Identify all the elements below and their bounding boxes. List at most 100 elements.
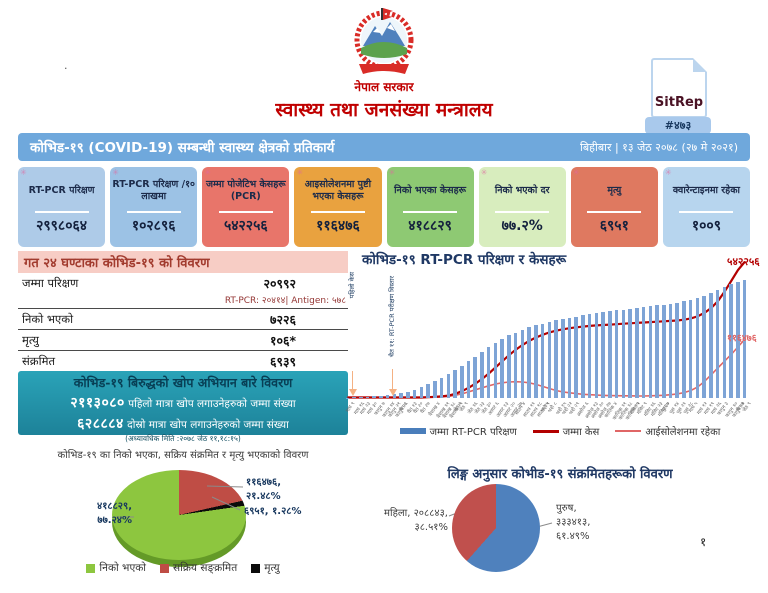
pie1-legend-item: निको भएको (86, 561, 146, 575)
first-dose-text: पहिलो मात्रा खोप लगाउनेहरुको जम्मा संख्य… (124, 398, 296, 410)
test-bar (608, 311, 612, 398)
legend-swatch-icon (86, 563, 96, 573)
line-swatch-icon (532, 429, 559, 433)
stat-card: ✳ RT-PCR परिक्षण /१० लाखमा १०२८९६ (110, 167, 198, 247)
test-bar (682, 301, 686, 398)
page-number: १ (700, 535, 707, 549)
flower-decor-icon: ✳ (20, 168, 27, 177)
legend-label: सक्रिय सङ्क्रमित (173, 562, 238, 574)
test-bar (594, 313, 599, 398)
test-bar (426, 384, 430, 398)
report-title-bar: कोभिड-१९ (COVID-19) सम्बन्धी स्वास्थ्य क… (18, 133, 750, 161)
stat-card: ✳ क्वारेन्टाइनमा रहेका १००९ (662, 167, 750, 247)
page-fold-icon (693, 58, 707, 72)
legend-item-tests: जम्मा RT-PCR परिक्षण (399, 424, 517, 438)
row-value: १०६* (269, 333, 296, 348)
test-bar (433, 381, 437, 398)
bar-chart-title: कोभिड-१९ RT-PCR परिक्षण र केसहरू (362, 252, 567, 268)
test-bar (581, 315, 585, 398)
row-value: ७२२६ (269, 312, 296, 327)
last24-header: गत २४ घण्टाका कोभिड-१९ को विवरण (18, 251, 348, 273)
test-bar (486, 347, 491, 398)
arrow-down-icon (349, 389, 357, 396)
pie1-label-active: ११६४७६, २१.४८% (246, 477, 281, 502)
legend-label: जम्मा केस (562, 427, 600, 438)
annotation-rtpcr-label: चैत ११: RT-PCR परीक्षण विस्तार (388, 276, 396, 358)
test-bar (392, 394, 397, 398)
table-row: जम्मा परिक्षण २०९९२ (18, 273, 348, 293)
bar-swatch-icon (399, 428, 426, 434)
row-subvalue: RT-PCR: २०४१४| Antigen: ५७८ (224, 296, 346, 306)
test-bar (554, 320, 558, 398)
first-dose-line: २११३०८० पहिलो मात्रा खोप लगाउनेहरुको जम्… (18, 393, 348, 412)
test-bar (560, 318, 565, 398)
annotation-first-case: पहिलो केस (346, 272, 360, 396)
card-separator (403, 211, 458, 213)
flower-decor-icon: ✳ (480, 168, 488, 177)
stat-card-value: १००९ (691, 218, 721, 234)
x-axis-ticks: माघ ९ माघ १६ माघ २३ माघ ३० फागुन ७ फागुन १४ फा… (344, 399, 753, 425)
isolation-end-label: ११६४७६ (727, 333, 757, 344)
test-bar (399, 393, 403, 398)
stat-card-value: ४१८८२९ (408, 218, 452, 234)
legend-item-isolation: आईसोलेशनमा रहेका (615, 424, 720, 438)
stat-cards-row: ✳ RT-PCR परिक्षण २९९८०६४ ✳ RT-PCR परिक्षण /१… (18, 167, 750, 247)
test-bar (520, 329, 525, 398)
test-bar (567, 317, 572, 398)
row-label: निको भएको (22, 312, 74, 326)
stat-card-label: जम्मा पोजेटिभ केसहरू (PCR) (206, 179, 286, 202)
stat-card-label: RT-PCR परिक्षण (28, 185, 95, 197)
ministry-title: स्वास्थ्य तथा जनसंख्या मन्त्रालय (275, 99, 493, 121)
test-bar (419, 387, 424, 398)
annotation-first-case-label: पहिलो केस (348, 272, 356, 299)
line-swatch-icon (615, 430, 642, 432)
card-separator (126, 211, 181, 213)
stat-card: ✳ निको भएको दर ७७.२% (478, 167, 566, 247)
bar-chart-legend: जम्मा RT-PCR परिक्षण जम्मा केस आईसोलेशनम… (360, 424, 760, 438)
card-separator (679, 211, 734, 213)
test-bar (439, 377, 444, 398)
last24-body: जम्मा परिक्षण २०९९२ RT-PCR: २०४१४| Antigen… (18, 273, 348, 386)
stat-card: ✳ निको भएका केसहरू ४१८८२९ (386, 167, 474, 247)
test-bar (540, 323, 545, 398)
vaccination-updated: (अध्यावधिक मिति :२०७८ जेठ ११,१८:१५) (125, 434, 241, 443)
pie1-chart (112, 470, 246, 560)
pie1-title: कोभिड-१९ का निको भएका, सक्रिय संक्रमित र… (57, 450, 309, 461)
chart-lines (347, 261, 746, 399)
government-label: नेपाल सरकार (354, 80, 414, 94)
test-bar (688, 300, 693, 398)
stat-card-label: आइसोलेशनमा पुष्टी भएका केसहरू (304, 179, 372, 202)
test-bar (722, 287, 727, 398)
second-dose-value: ६२८८८४ (77, 416, 124, 432)
stat-card: ✳ मृत्यु ६९५१ (570, 167, 658, 247)
stat-card-label: RT-PCR परिक्षण /१० लाखमा (112, 179, 195, 202)
test-bar (736, 282, 740, 398)
test-bar (587, 314, 592, 398)
row-value: २०९९२ (263, 276, 296, 291)
stat-card-value: १०२८९६ (131, 218, 176, 234)
test-bar (614, 310, 619, 398)
test-bar (534, 325, 538, 398)
flower-decor-icon: ✳ (204, 168, 211, 177)
test-bar (601, 312, 605, 398)
test-bar (459, 366, 464, 398)
row-value: ६९३९ (269, 354, 296, 369)
test-bar (527, 327, 531, 398)
row-label: जम्मा परिक्षण (22, 276, 79, 290)
legend-label: मृत्यु (264, 562, 280, 574)
card-separator (310, 211, 365, 213)
test-bar (635, 307, 639, 398)
test-bar (372, 396, 377, 398)
sitrep-number-badge: #४७३ (645, 117, 711, 134)
test-bar (621, 309, 626, 398)
test-bar (668, 303, 673, 398)
stat-card-value: ७७.२% (501, 218, 543, 234)
test-bar (709, 292, 713, 398)
nepal-emblem (354, 8, 414, 74)
legend-swatch-icon (160, 563, 170, 573)
test-bar (574, 316, 579, 398)
stat-card: ✳ जम्मा पोजेटिभ केसहरू (PCR) ५४२२५६ (202, 167, 290, 247)
annotation-rtpcr: चैत ११: RT-PCR परीक्षण विस्तार (386, 276, 400, 396)
pie1-legend: निको भएको सक्रिय सङ्क्रमित मृत्यु (18, 561, 348, 575)
